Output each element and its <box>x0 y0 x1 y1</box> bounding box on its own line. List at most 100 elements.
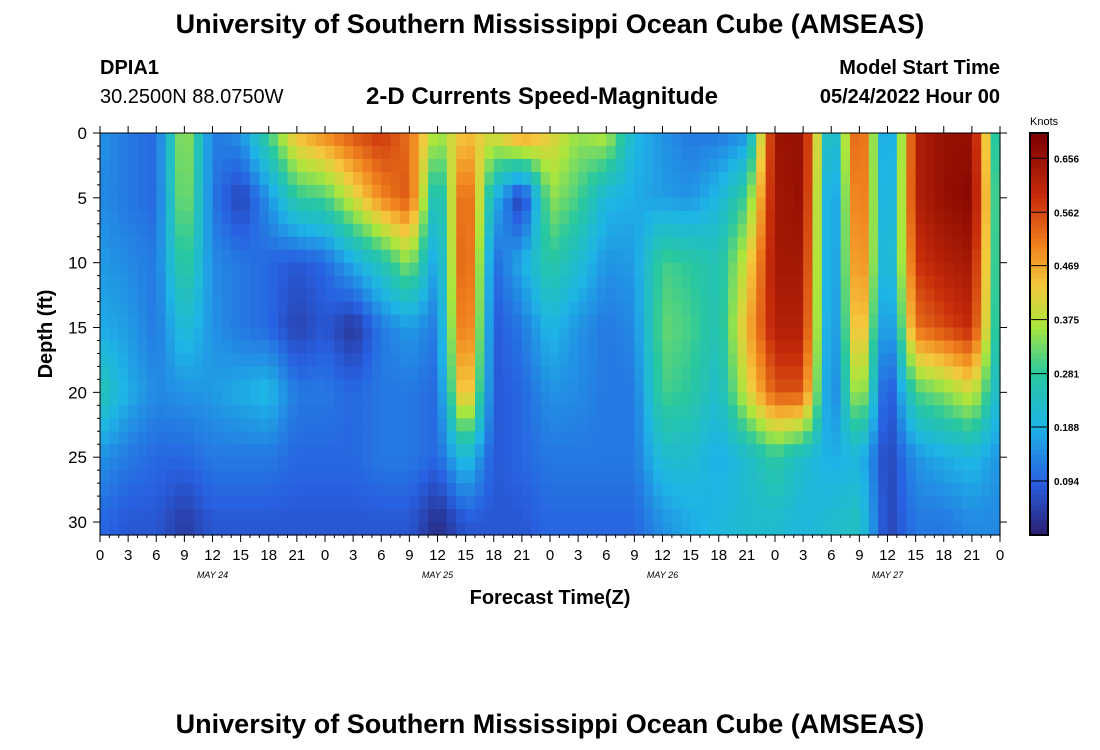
heatmap-cell <box>325 444 335 458</box>
heatmap-cell <box>156 197 167 212</box>
heatmap-cell <box>859 133 870 147</box>
heatmap-cell <box>878 509 889 523</box>
heatmap-cell <box>887 496 898 510</box>
heatmap-cell <box>306 249 317 264</box>
heatmap-cell <box>175 392 185 406</box>
heatmap-cell <box>521 133 532 147</box>
heatmap-cell <box>540 236 551 251</box>
heatmap-cell <box>962 457 973 471</box>
heatmap-cell <box>512 301 523 316</box>
heatmap-cell <box>990 509 1001 523</box>
heatmap-cell <box>503 145 514 160</box>
heatmap-cell <box>175 288 185 303</box>
heatmap-cell <box>400 522 410 536</box>
heatmap-cell <box>887 210 898 225</box>
heatmap-cell <box>990 249 1001 264</box>
heatmap-cell <box>212 509 223 523</box>
heatmap-cell <box>306 483 317 497</box>
heatmap-cell <box>793 249 804 264</box>
heatmap-cell <box>962 405 973 419</box>
heatmap-cell <box>240 470 251 484</box>
heatmap-cell <box>765 145 776 160</box>
heatmap-cell <box>606 444 617 458</box>
heatmap-cell <box>109 184 120 199</box>
heatmap-cell <box>793 210 804 225</box>
heatmap-cell <box>868 509 879 523</box>
heatmap-cell <box>765 470 776 484</box>
heatmap-cell <box>240 366 251 380</box>
heatmap-cell <box>709 197 720 212</box>
heatmap-cell <box>578 288 589 303</box>
heatmap-cell <box>775 509 785 523</box>
heatmap-cell <box>184 133 195 147</box>
heatmap-cell <box>578 223 589 238</box>
heatmap-cell <box>737 262 748 277</box>
heatmap-cell <box>362 392 373 406</box>
heatmap-cell <box>606 236 617 251</box>
heatmap-cell <box>475 405 485 419</box>
heatmap-cell <box>418 418 429 432</box>
colorbar-swatch <box>1030 293 1048 300</box>
heatmap-cell <box>596 275 607 290</box>
heatmap-cell <box>906 223 917 238</box>
heatmap-cell <box>718 496 729 510</box>
heatmap-cell <box>531 418 542 432</box>
heatmap-cell <box>146 197 157 212</box>
heatmap-cell <box>662 522 673 536</box>
heatmap-cell <box>887 379 898 393</box>
heatmap-cell <box>775 444 785 458</box>
heatmap-cell <box>296 496 307 510</box>
heatmap-cell <box>690 133 701 147</box>
heatmap-cell <box>118 236 129 251</box>
heatmap-cell <box>550 288 560 303</box>
heatmap-cell <box>859 353 870 368</box>
colorbar-swatch <box>1030 228 1048 235</box>
heatmap-cell <box>625 145 635 160</box>
heatmap-cell <box>709 301 720 316</box>
heatmap-cell <box>625 470 635 484</box>
heatmap-cell <box>306 353 317 368</box>
heatmap-cell <box>268 496 279 510</box>
heatmap-cell <box>915 431 926 445</box>
heatmap-cell <box>606 210 617 225</box>
heatmap-cell <box>475 210 485 225</box>
heatmap-cell <box>737 457 748 471</box>
heatmap-cell <box>868 379 879 393</box>
colorbar-swatch <box>1030 369 1048 375</box>
heatmap-cell <box>784 483 795 497</box>
heatmap-cell <box>540 457 551 471</box>
heatmap-cell <box>278 262 289 277</box>
heatmap-cell <box>193 366 204 380</box>
heatmap-cell <box>118 262 129 277</box>
heatmap-cell <box>540 392 551 406</box>
heatmap-cell <box>643 262 654 277</box>
heatmap-cell <box>493 249 504 264</box>
heatmap-cell <box>193 249 204 264</box>
heatmap-cell <box>325 184 335 199</box>
heatmap-cell <box>700 249 710 264</box>
heatmap-cell <box>240 496 251 510</box>
heatmap-cell <box>521 249 532 264</box>
heatmap-cell <box>109 158 120 173</box>
heatmap-cell <box>681 340 692 355</box>
heatmap-cell <box>953 171 964 186</box>
heatmap-cell <box>925 327 935 342</box>
x-tick-label: 18 <box>935 547 952 564</box>
heatmap-cell <box>540 184 551 199</box>
heatmap-cell <box>259 133 270 147</box>
heatmap-cell <box>484 210 495 225</box>
heatmap-cell <box>784 353 795 368</box>
heatmap-cell <box>175 379 185 393</box>
colorbar-swatch <box>1030 489 1048 496</box>
heatmap-cell <box>953 210 964 225</box>
heatmap-cell <box>465 496 476 510</box>
heatmap-cell <box>278 340 289 355</box>
heatmap-cell <box>681 470 692 484</box>
heatmap-cell <box>287 509 298 523</box>
heatmap-cell <box>615 314 626 329</box>
heatmap-cell <box>775 327 785 342</box>
heatmap-cell <box>531 223 542 238</box>
heatmap-cell <box>690 158 701 173</box>
heatmap-cell <box>896 366 907 380</box>
heatmap-cell <box>718 184 729 199</box>
